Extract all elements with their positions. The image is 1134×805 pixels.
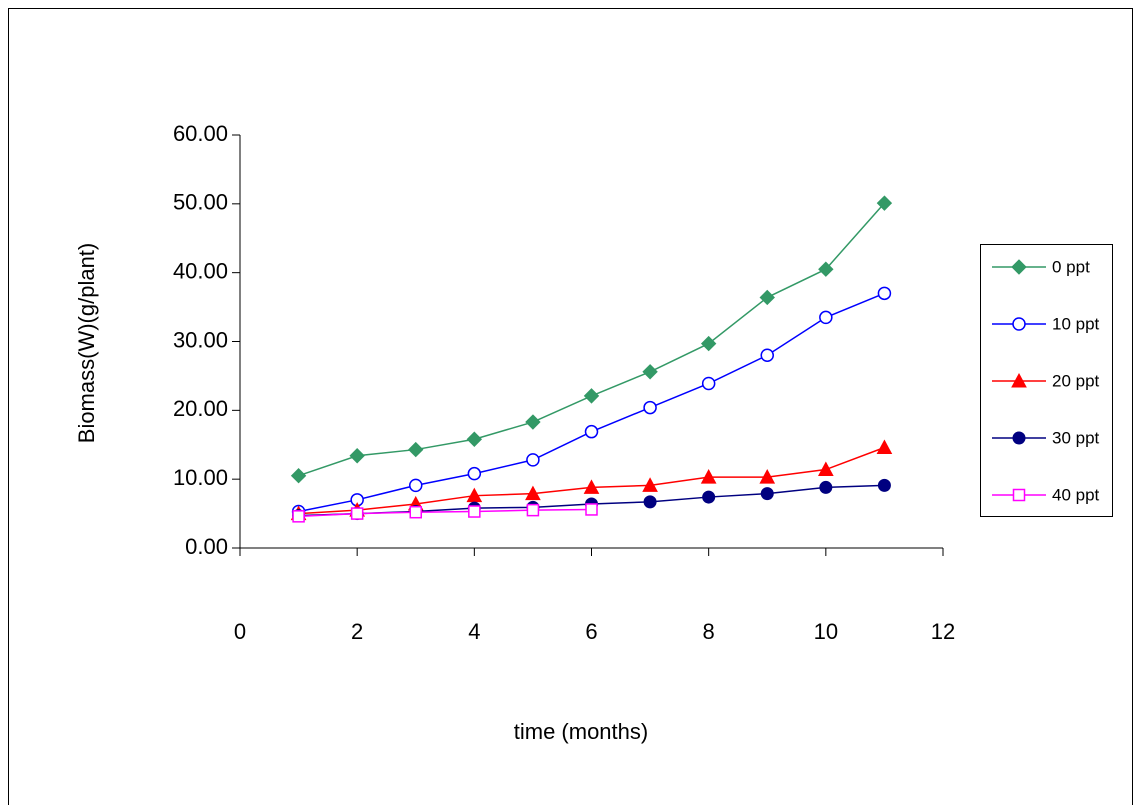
legend-marker (1012, 431, 1026, 445)
data-point (525, 485, 541, 501)
x-tick-label: 2 (351, 619, 363, 644)
y-tick-label: 20.00 (173, 396, 228, 421)
data-point (642, 477, 658, 492)
data-point (877, 286, 892, 301)
data-point (350, 507, 364, 520)
data-point (526, 503, 540, 517)
data-point (759, 469, 776, 484)
data-point (583, 388, 600, 404)
series-line (298, 508, 592, 518)
data-point (759, 289, 775, 306)
data-point (817, 461, 834, 477)
data-point (525, 414, 541, 430)
data-point (409, 505, 422, 519)
x-tick-label: 6 (585, 619, 597, 644)
chart-border (8, 8, 1133, 805)
x-tick-label: 4 (468, 619, 480, 644)
data-point (292, 510, 305, 523)
legend-label: 20 ppt (1052, 371, 1100, 390)
data-point (642, 364, 658, 380)
data-point (584, 424, 599, 439)
data-point (583, 479, 600, 494)
y-axis-title: Biomass(W)(g/plant) (74, 243, 99, 443)
legend-label: 30 ppt (1052, 428, 1100, 447)
legend-marker (1011, 259, 1027, 275)
legend-label: 0 ppt (1052, 257, 1090, 276)
data-point (349, 448, 365, 464)
x-tick-label: 0 (234, 619, 246, 644)
legend-marker (1012, 488, 1026, 502)
data-point (643, 495, 657, 509)
x-tick-label: 12 (931, 619, 955, 644)
data-point (468, 505, 481, 518)
data-point (467, 466, 482, 481)
data-point (818, 261, 834, 277)
data-point (409, 478, 423, 493)
data-point (877, 478, 891, 492)
y-tick-label: 40.00 (173, 258, 228, 283)
y-tick-label: 60.00 (173, 121, 228, 146)
data-point (819, 480, 833, 494)
data-point (643, 400, 657, 415)
data-point (526, 453, 540, 467)
data-point (819, 310, 833, 325)
data-point (760, 348, 774, 363)
data-point (702, 490, 716, 504)
data-point (290, 468, 307, 484)
data-point (876, 195, 893, 211)
legend-marker (1012, 317, 1026, 331)
data-point (876, 439, 893, 455)
y-tick-label: 50.00 (173, 190, 228, 215)
x-axis-title: time (months) (514, 719, 648, 744)
data-point (700, 469, 717, 484)
data-point (760, 487, 774, 501)
legend-label: 10 ppt (1052, 314, 1100, 333)
x-tick-label: 10 (814, 619, 838, 644)
data-point (700, 335, 717, 352)
data-point (585, 503, 598, 516)
y-tick-label: 10.00 (173, 465, 228, 490)
y-tick-label: 0.00 (185, 534, 228, 559)
legend-label: 40 ppt (1052, 485, 1100, 504)
y-tick-label: 30.00 (173, 327, 228, 352)
data-point (408, 441, 424, 458)
legend-marker (1011, 372, 1027, 388)
x-tick-label: 8 (703, 619, 715, 644)
data-point (701, 376, 716, 391)
data-point (466, 431, 483, 447)
